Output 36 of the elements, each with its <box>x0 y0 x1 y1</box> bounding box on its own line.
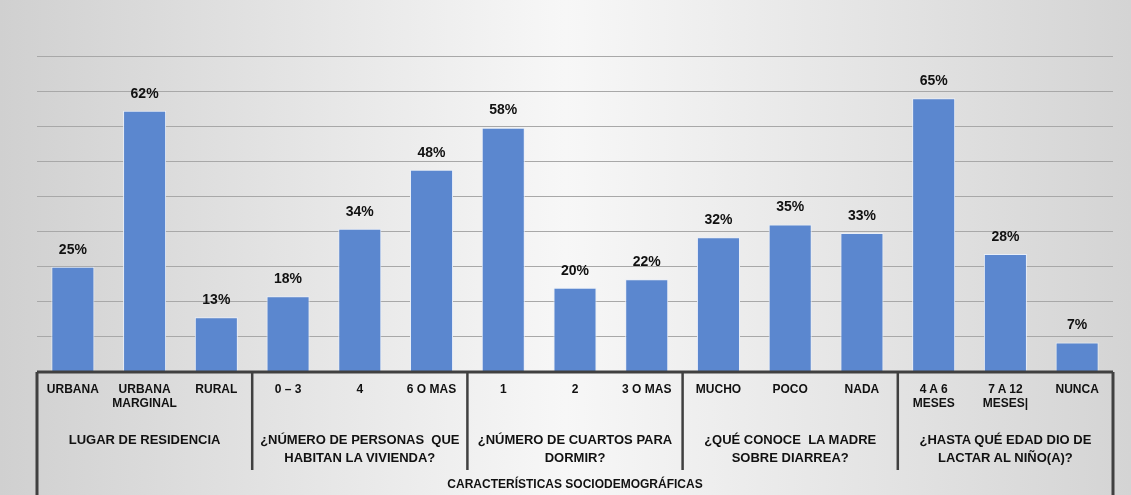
text: ¿NÚMERO DE PERSONAS QUE HABITAN LA VIVIENDA? <box>260 431 460 465</box>
data-label: 65% <box>919 71 949 88</box>
data-label: 34% <box>345 202 375 219</box>
x-tick-label: 2 <box>571 381 579 396</box>
x-tick-label: 7 A 12 MESES| <box>982 381 1029 410</box>
data-label: 33% <box>847 206 877 223</box>
x-tick-label: 0 – 3 <box>274 381 302 396</box>
x-tick-label: RURAL <box>195 381 238 396</box>
data-label: 18% <box>274 270 303 287</box>
x-tick-label: 6 O MAS <box>406 381 457 396</box>
text: ¿HASTA QUÉ EDAD DIO DE LACTAR AL NIÑO(A)? <box>919 431 1092 465</box>
data-label: 48% <box>417 143 447 160</box>
text: ¿NÚMERO DE CUARTOS PARA DORMIR? <box>477 431 673 465</box>
text: LUGAR DE RESIDENCIA <box>68 431 222 447</box>
data-label: 22% <box>632 253 662 270</box>
data-label: 25% <box>58 240 88 257</box>
data-label: 13% <box>202 291 231 308</box>
x-tick-label: NADA <box>844 381 880 396</box>
x-tick-label: POCO <box>772 381 808 396</box>
x-tick-label: 3 O MAS <box>622 381 672 396</box>
x-tick-label: URBANA <box>46 381 100 396</box>
x-tick-label: NUNCA <box>1055 381 1100 396</box>
x-tick-label: 1 <box>499 381 507 396</box>
x-tick-label: 4 A 6 MESES <box>912 381 955 410</box>
x-tick-label: MUCHO <box>695 381 742 396</box>
text: ¿QUÉ CONOCE LA MADRE SOBRE DIARREA? <box>704 431 877 465</box>
data-label: 20% <box>560 261 590 278</box>
text: CARACTERÍSTICAS SOCIODEMOGRÁFICAS <box>447 476 703 492</box>
data-label: 35% <box>776 198 805 215</box>
data-label: 58% <box>489 101 518 118</box>
data-label: 62% <box>130 84 160 101</box>
x-tick-label: 4 <box>356 381 364 396</box>
data-label: 28% <box>991 227 1020 244</box>
x-tick-label: URBANA MARGINAL <box>112 381 177 410</box>
data-label: 32% <box>704 211 734 228</box>
data-label: 7% <box>1067 316 1088 333</box>
